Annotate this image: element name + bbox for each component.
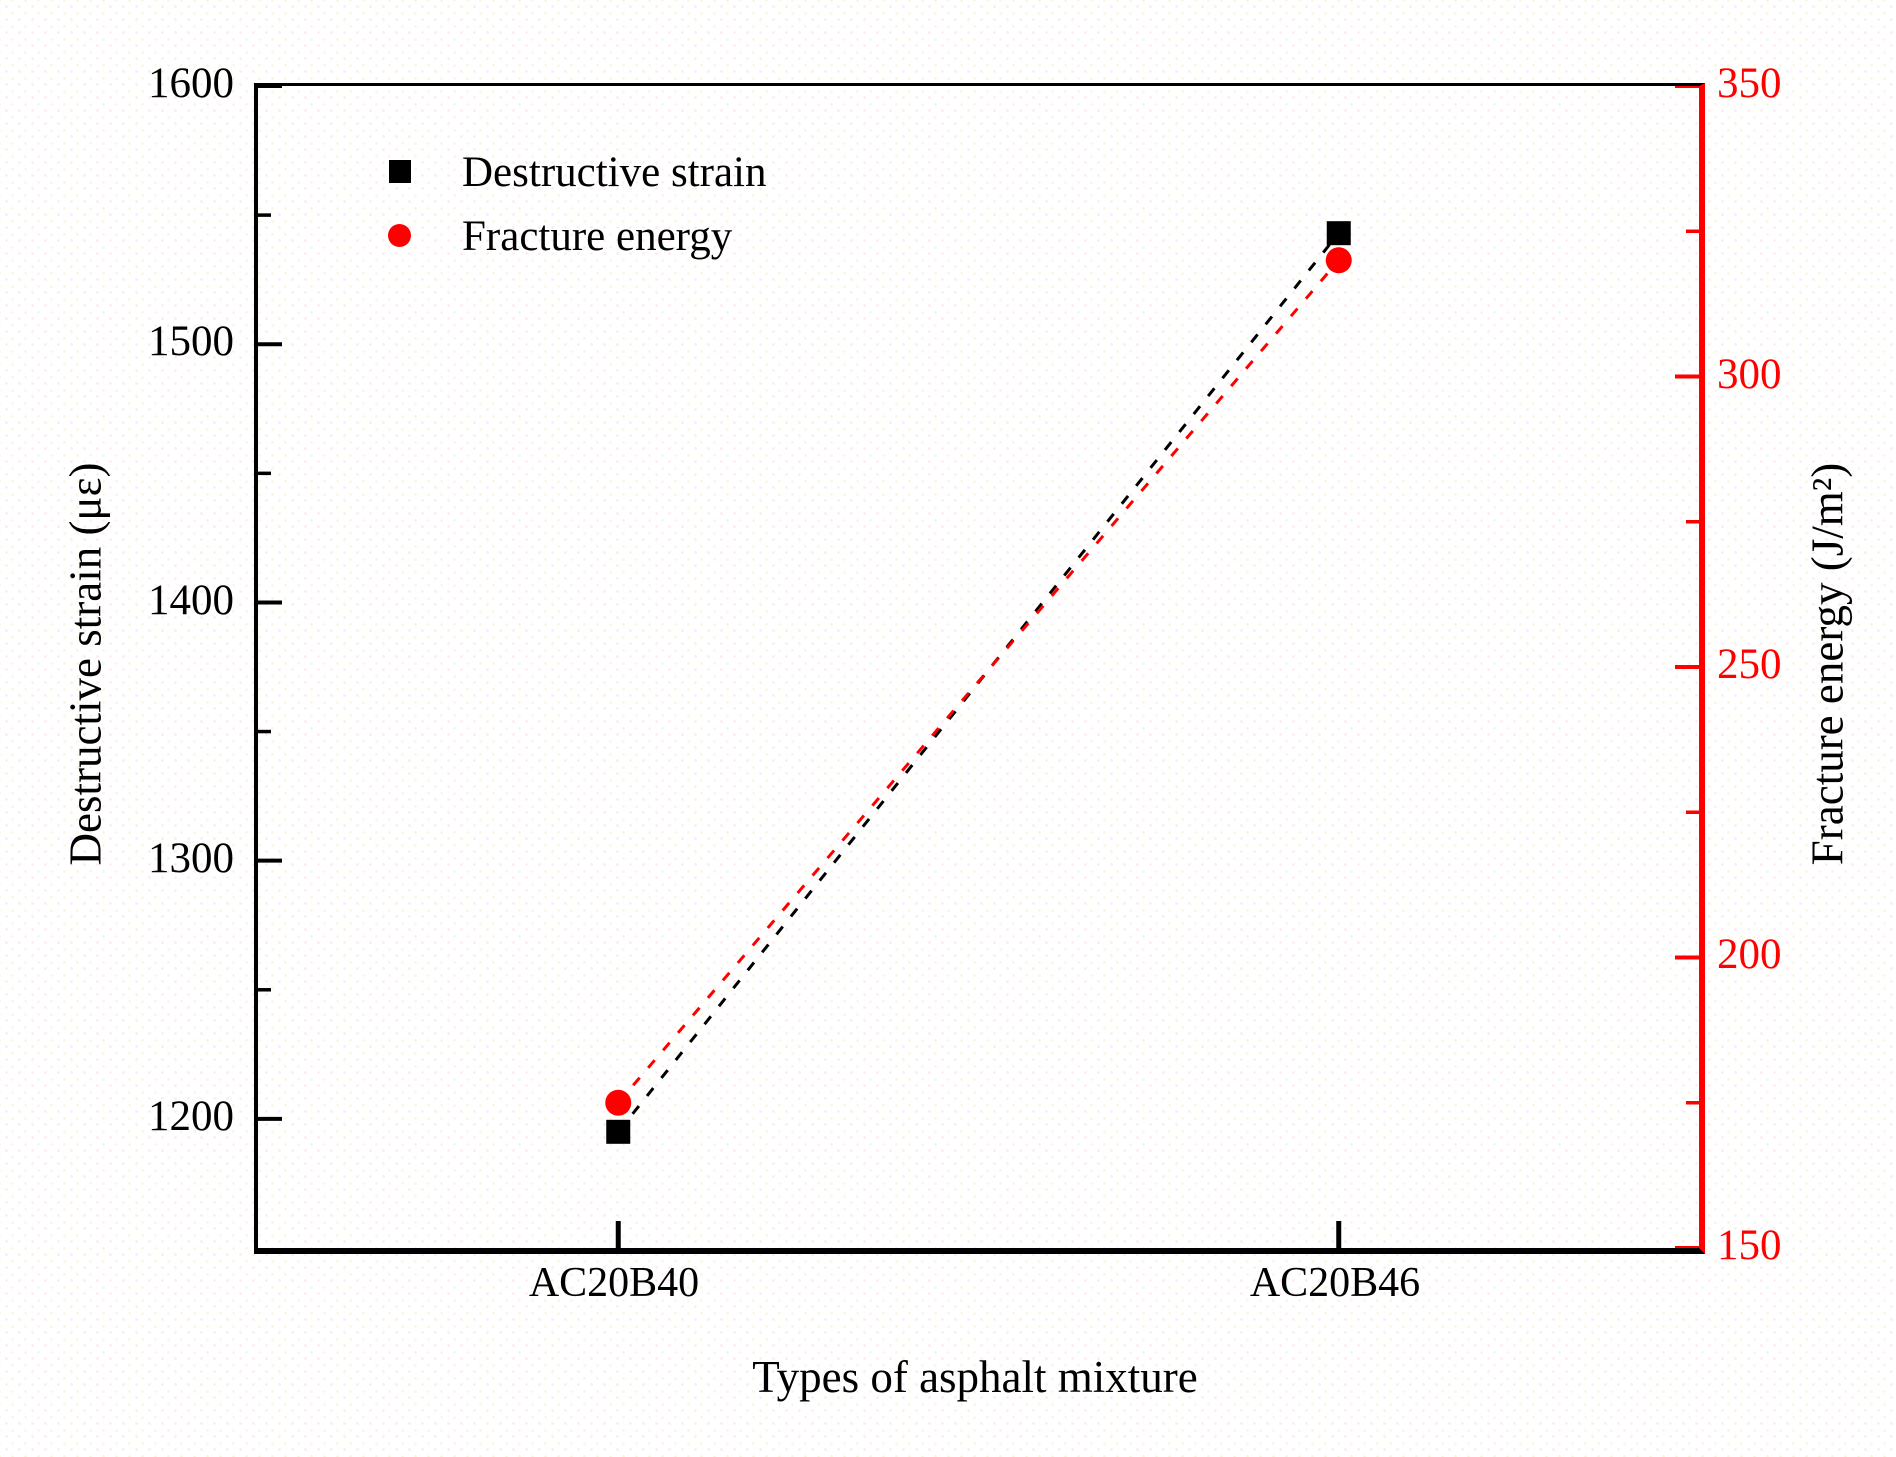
y-left-tick-label: 1400	[148, 577, 234, 624]
series-line-circle	[617, 259, 1340, 1104]
plot-area	[254, 83, 1705, 1254]
x-axis-title: Types of asphalt mixture	[752, 1352, 1198, 1402]
y-left-tick-label: 1500	[148, 318, 234, 365]
plot-canvas	[258, 86, 1699, 1248]
data-point-marker-square	[606, 1119, 631, 1144]
y-right-tick-label: 150	[1717, 1222, 1782, 1269]
y-right-tick-label: 250	[1717, 641, 1782, 688]
data-point-marker-circle	[605, 1089, 632, 1116]
legend-square-marker-icon	[389, 160, 411, 183]
y-left-tick-label: 1600	[148, 60, 234, 107]
x-tick-label-ac20b46: AC20B46	[1249, 1260, 1421, 1306]
data-point-marker-square	[1326, 221, 1351, 246]
x-tick-label-ac20b40: AC20B40	[528, 1260, 700, 1306]
data-point-marker-circle	[1325, 247, 1352, 274]
y-left-tick-label: 1200	[148, 1093, 234, 1140]
legend-label-fracture-energy: Fracture energy	[462, 213, 733, 260]
y-left-tick-label: 1300	[148, 835, 234, 882]
y-right-tick-label: 300	[1717, 351, 1782, 398]
legend-circle-marker-icon	[388, 224, 411, 247]
y-right-axis-title: Fracture energy (J/m²)	[1802, 462, 1853, 866]
y-right-tick-label: 350	[1717, 60, 1782, 107]
y-left-axis-title: Destructive strain (με)	[60, 462, 111, 866]
y-right-tick-label: 200	[1717, 931, 1782, 978]
legend-label-destructive-strain: Destructive strain	[462, 149, 767, 196]
